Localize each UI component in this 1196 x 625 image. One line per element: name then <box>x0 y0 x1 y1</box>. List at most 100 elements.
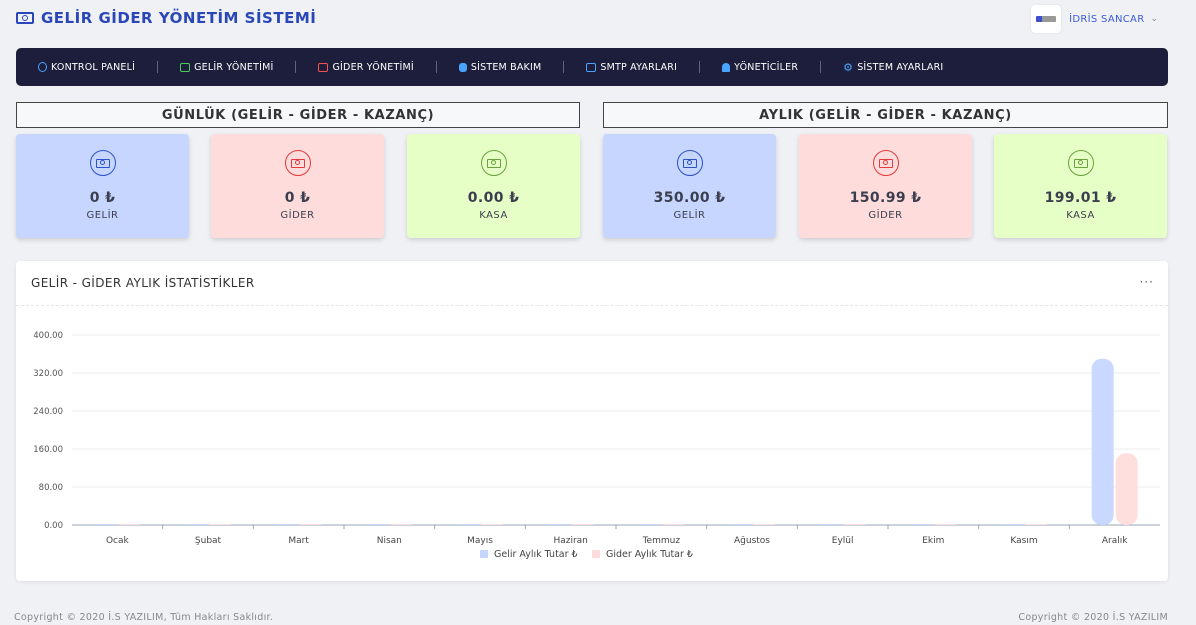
x-tick-label: Nisan <box>377 536 402 546</box>
chart-bar-expense <box>299 524 322 525</box>
daily-income-card: 0 ₺ GELİR <box>16 134 189 238</box>
nav-divider <box>563 61 565 73</box>
chevron-down-icon[interactable]: ⌄ <box>1150 14 1158 24</box>
nav-label: SİSTEM BAKIM <box>470 61 542 73</box>
database-icon <box>458 62 467 72</box>
daily-expense-label: GİDER <box>280 210 315 221</box>
money-bill-icon <box>284 150 311 176</box>
mail-box-icon <box>586 62 597 72</box>
chart-bar-income <box>1001 524 1023 525</box>
monthly-income-label: GELİR <box>673 210 706 221</box>
chart-bar-expense <box>1025 524 1047 525</box>
chart-bar-expense <box>753 524 775 525</box>
company-logo <box>1036 16 1057 22</box>
x-tick-label: Eylül <box>832 536 854 546</box>
monthly-income-value: 350.00 ₺ <box>653 190 726 206</box>
chart-bar-expense <box>571 524 594 525</box>
daily-expense-card: 0 ₺ GİDER <box>211 134 384 238</box>
chart-bar-income <box>547 524 570 525</box>
daily-cash-card: 0.00 ₺ KASA <box>407 134 580 238</box>
money-bill-icon <box>89 150 116 176</box>
monthly-income-card: 350.00 ₺ GELİR <box>603 134 776 238</box>
chart-bar-income <box>638 524 661 525</box>
chart-bar-expense <box>390 524 413 525</box>
footer-copyright-left: Copyright © 2020 İ.S YAZILIM, Tüm Haklar… <box>14 612 274 623</box>
money-bill-icon <box>872 150 899 176</box>
nav-label: SİSTEM AYARLARI <box>857 61 944 73</box>
more-options-icon[interactable]: ··· <box>1139 275 1154 289</box>
chart-bar-expense <box>662 524 685 525</box>
chart-bar-expense <box>481 524 503 525</box>
money-red-icon <box>318 62 329 72</box>
daily-section-title: GÜNLÜK (GELİR - GİDER - KAZANÇ) <box>16 102 580 128</box>
nav-label: SMTP AYARLARI <box>600 61 678 73</box>
nav-divider <box>699 61 701 73</box>
money-bill-icon <box>676 150 703 176</box>
chart-bar-income <box>457 524 479 525</box>
chart-bar-income <box>275 524 298 525</box>
nav-divider <box>295 61 297 73</box>
chart-bar-expense <box>843 524 866 525</box>
money-bill-icon <box>1067 150 1094 176</box>
app-brand[interactable]: GELİR GİDER YÖNETİM SİSTEMİ <box>16 9 316 27</box>
nav-item-gider-yonetimi[interactable]: GİDER YÖNETİMİ <box>318 61 414 73</box>
nav-item-gelir-yonetimi[interactable]: GELİR YÖNETİMİ <box>180 62 273 73</box>
chart-bar-expense <box>934 524 957 525</box>
money-green-icon <box>180 62 191 72</box>
monthly-cash-card: 199.01 ₺ KASA <box>994 134 1167 238</box>
nav-label: GİDER YÖNETİMİ <box>332 61 414 73</box>
user-menu[interactable]: İDRİS SANCAR ⌄ <box>1031 5 1158 33</box>
legend-swatch <box>480 550 488 558</box>
y-tick-label: 0.00 <box>44 521 63 531</box>
y-tick-label: 80.00 <box>39 483 63 493</box>
user-name[interactable]: İDRİS SANCAR <box>1069 13 1145 25</box>
daily-cash-label: KASA <box>479 210 508 221</box>
nav-divider <box>820 61 822 73</box>
monthly-expense-value: 150.99 ₺ <box>849 190 922 206</box>
x-tick-label: Mart <box>288 536 309 546</box>
nav-item-sistem-bakim[interactable]: SİSTEM BAKIM <box>458 61 542 73</box>
nav-item-yoneticiler[interactable]: YÖNETİCİLER <box>722 62 798 73</box>
footer-copyright-right: Copyright © 2020 İ.S YAZILIM <box>1018 612 1168 623</box>
monthly-section-title: AYLIK (GELİR - GİDER - KAZANÇ) <box>603 102 1168 128</box>
nav-item-smtp-ayarlari[interactable]: SMTP AYARLARI <box>586 62 677 73</box>
legend-label: Gider Aylık Tutar ₺ <box>606 549 693 560</box>
x-tick-label: Haziran <box>553 536 587 546</box>
x-tick-label: Şubat <box>195 536 222 546</box>
chart-bar-income <box>366 524 389 525</box>
stats-panel: GELİR - GİDER AYLIK İSTATİSTİKLER ··· 0.… <box>16 261 1168 581</box>
app-title: GELİR GİDER YÖNETİM SİSTEMİ <box>41 9 317 27</box>
monthly-cash-value: 199.01 ₺ <box>1044 190 1117 206</box>
nav-label: GELİR YÖNETİMİ <box>194 61 274 73</box>
chart-bar-income <box>1091 358 1114 525</box>
chart-bar-income <box>729 524 751 525</box>
chart-bar-expense <box>1115 453 1138 525</box>
avatar[interactable] <box>1031 5 1062 33</box>
legend-swatch <box>592 550 600 558</box>
daily-cash-value: 0.00 ₺ <box>467 190 520 206</box>
chart-bar-income <box>185 524 207 525</box>
nav-label: YÖNETİCİLER <box>734 61 799 73</box>
chart-bar-income <box>94 524 117 525</box>
x-tick-label: Ağustos <box>734 536 770 546</box>
x-tick-label: Temmuz <box>642 536 681 546</box>
monthly-expense-label: GİDER <box>868 210 903 221</box>
daily-income-label: GELİR <box>86 210 119 221</box>
x-tick-label: Ekim <box>922 536 944 546</box>
nav-item-sistem-ayarlari[interactable]: ⚙ SİSTEM AYARLARI <box>843 62 943 73</box>
nav-item-kontrol-paneli[interactable]: KONTROL PANELİ <box>38 62 135 73</box>
top-bar: GELİR GİDER YÖNETİM SİSTEMİ İDRİS SANCAR… <box>0 0 1196 40</box>
monthly-expense-card: 150.99 ₺ GİDER <box>799 134 972 238</box>
y-tick-label: 400.00 <box>33 331 63 341</box>
chart-bar-income <box>819 524 842 525</box>
y-tick-label: 320.00 <box>33 369 63 379</box>
y-tick-label: 240.00 <box>33 407 63 417</box>
x-tick-label: Kasım <box>1010 536 1037 546</box>
monthly-cash-label: KASA <box>1066 210 1095 221</box>
nav-divider <box>157 61 159 73</box>
y-tick-label: 160.00 <box>33 445 63 455</box>
nav-label: KONTROL PANELİ <box>51 61 136 73</box>
gear-icon: ⚙ <box>843 60 854 74</box>
daily-income-value: 0 ₺ <box>89 190 116 206</box>
x-tick-label: Aralık <box>1102 536 1128 546</box>
